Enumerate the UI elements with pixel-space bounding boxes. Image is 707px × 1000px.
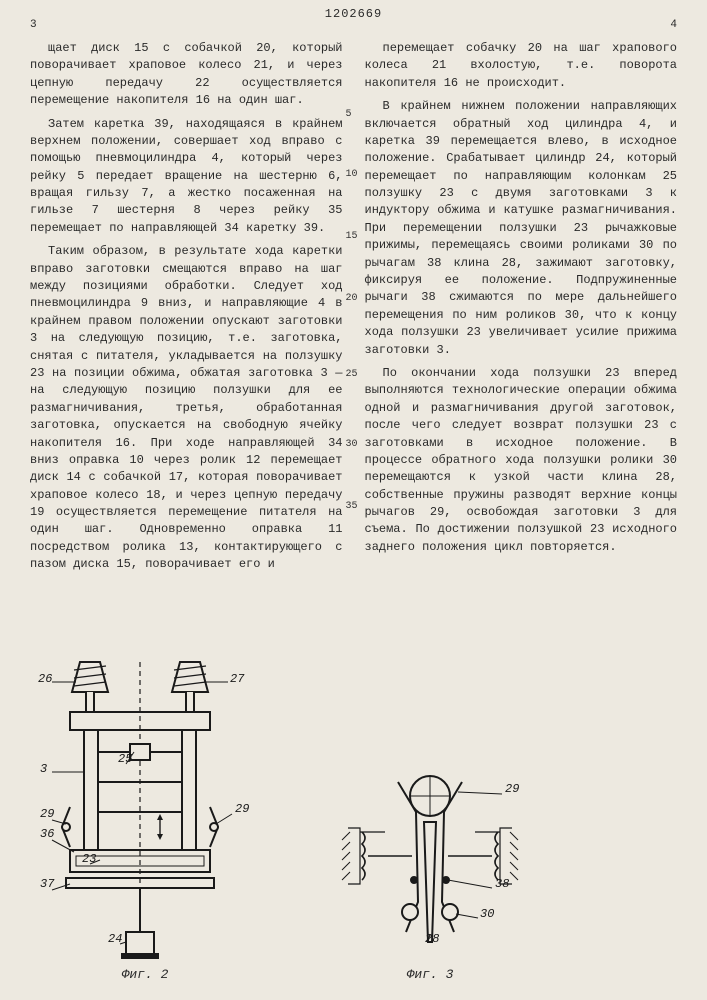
callout-label: 25	[118, 752, 132, 766]
callout-label: 24	[108, 932, 122, 946]
para: Таким образом, в результате хода каретки…	[30, 243, 343, 573]
patent-page: 1202669 3 4 5 10 15 20 25 30 35 щает дис…	[0, 0, 707, 1000]
page-num-right: 4	[670, 18, 677, 34]
para: перемещает собачку 20 на шаг храпового к…	[365, 40, 678, 92]
fig3-svg: 29 38 30 28	[320, 762, 540, 962]
para: щает диск 15 с собачкой 20, который пово…	[30, 40, 343, 110]
fig3-labels: 29 38 30 28	[425, 782, 519, 946]
line-num: 10	[346, 168, 358, 183]
callout-label: 28	[425, 932, 439, 946]
para: Затем каретка 39, находящаяся в крайнем …	[30, 116, 343, 238]
figure-2: 26 27 3 25 29 29 36 23 37 24 Фиг. 2	[30, 652, 260, 985]
figures-row: 26 27 3 25 29 29 36 23 37 24 Фиг. 2	[30, 652, 677, 985]
callout-label: 38	[495, 877, 509, 891]
line-num: 35	[346, 500, 358, 515]
line-num: 15	[346, 230, 358, 245]
para: По окончании хода ползушки 23 вперед вып…	[365, 365, 678, 556]
page-num-left: 3	[30, 18, 37, 34]
doc-number: 1202669	[325, 6, 382, 23]
fig2-caption: Фиг. 2	[30, 966, 260, 985]
fig3-caption: Фиг. 3	[320, 966, 540, 985]
callout-label: 30	[480, 907, 494, 921]
para: В крайнем нижнем положении направляющих …	[365, 98, 678, 359]
callout-label: 36	[40, 827, 54, 841]
callout-label: 29	[235, 802, 249, 816]
callout-label: 3	[40, 762, 47, 776]
right-column: перемещает собачку 20 на шаг храпового к…	[365, 40, 678, 580]
line-num: 25	[346, 368, 358, 383]
fig2-svg: 26 27 3 25 29 29 36 23 37 24	[30, 652, 260, 962]
figure-3: 29 38 30 28 Фиг. 3	[320, 762, 540, 985]
callout-label: 27	[230, 672, 245, 686]
callout-label: 29	[505, 782, 519, 796]
line-num: 5	[346, 108, 352, 123]
callout-label: 37	[40, 877, 55, 891]
line-num: 20	[346, 292, 358, 307]
callout-label: 23	[82, 852, 96, 866]
callout-label: 29	[40, 807, 54, 821]
left-column: щает диск 15 с собачкой 20, который пово…	[30, 40, 343, 580]
text-columns: щает диск 15 с собачкой 20, который пово…	[30, 40, 677, 580]
line-num: 30	[346, 438, 358, 453]
callout-label: 26	[38, 672, 52, 686]
